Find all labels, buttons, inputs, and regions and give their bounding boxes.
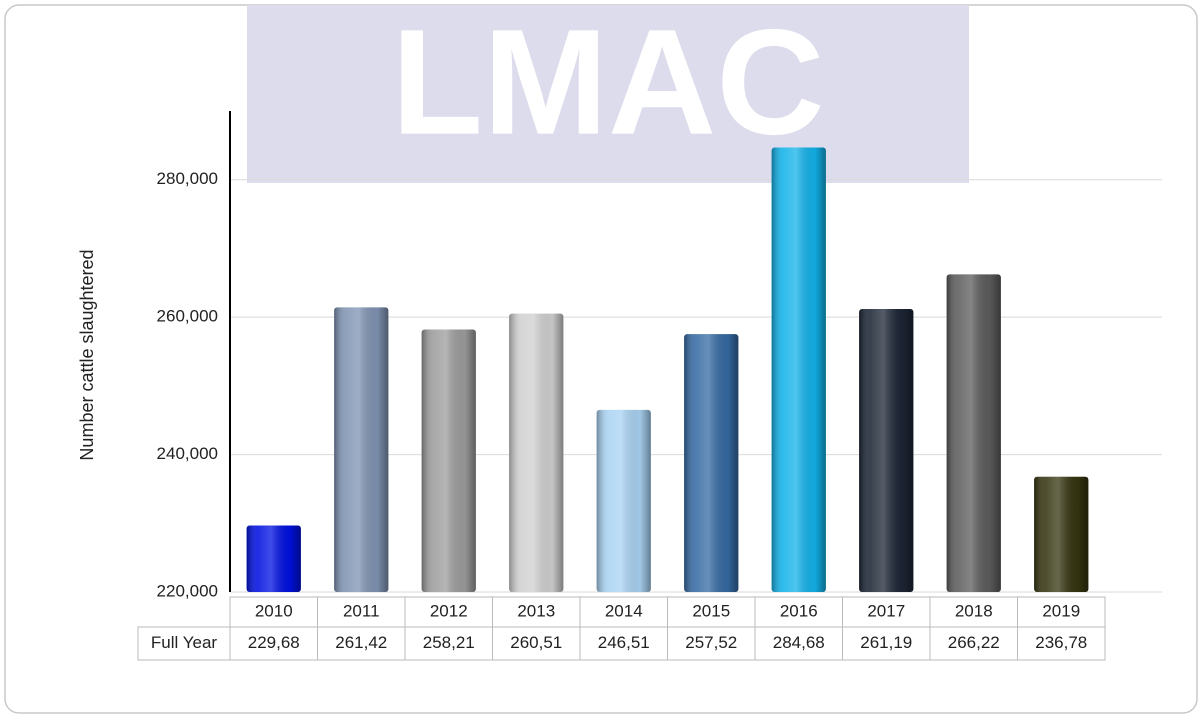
x-tick-label: 2015 bbox=[692, 601, 730, 620]
watermark: LMAC bbox=[391, 0, 824, 166]
table-value: 258,21 bbox=[423, 633, 475, 652]
x-tick-label: 2019 bbox=[1042, 601, 1080, 620]
x-tick-label: 2014 bbox=[605, 601, 643, 620]
table-value: 246,51 bbox=[598, 633, 650, 652]
y-tick-label: 260,000 bbox=[157, 307, 218, 326]
table-value: 260,51 bbox=[510, 633, 562, 652]
table-value: 261,19 bbox=[860, 633, 912, 652]
x-tick-label: 2016 bbox=[780, 601, 818, 620]
x-tick-label: 2018 bbox=[955, 601, 993, 620]
x-tick-label: 2017 bbox=[867, 601, 905, 620]
y-axis-label: Number cattle slaughtered bbox=[77, 249, 97, 460]
y-tick-label: 280,000 bbox=[157, 169, 218, 188]
table-value: 236,78 bbox=[1035, 633, 1087, 652]
watermark-box bbox=[247, 5, 969, 183]
table-value: 257,52 bbox=[685, 633, 737, 652]
x-tick-label: 2010 bbox=[255, 601, 293, 620]
table-cell bbox=[1017, 626, 1106, 661]
table-value: 261,42 bbox=[335, 633, 387, 652]
table-value: 229,68 bbox=[248, 633, 300, 652]
table-row-label: Full Year bbox=[151, 633, 217, 652]
x-tick-label: 2013 bbox=[517, 601, 555, 620]
y-tick-label: 240,000 bbox=[157, 444, 218, 463]
x-tick-label: 2012 bbox=[430, 601, 468, 620]
x-tick-label: 2011 bbox=[343, 601, 380, 620]
y-tick-label: 220,000 bbox=[157, 581, 218, 600]
table-value: 284,68 bbox=[773, 633, 825, 652]
table-value: 266,22 bbox=[948, 633, 1000, 652]
